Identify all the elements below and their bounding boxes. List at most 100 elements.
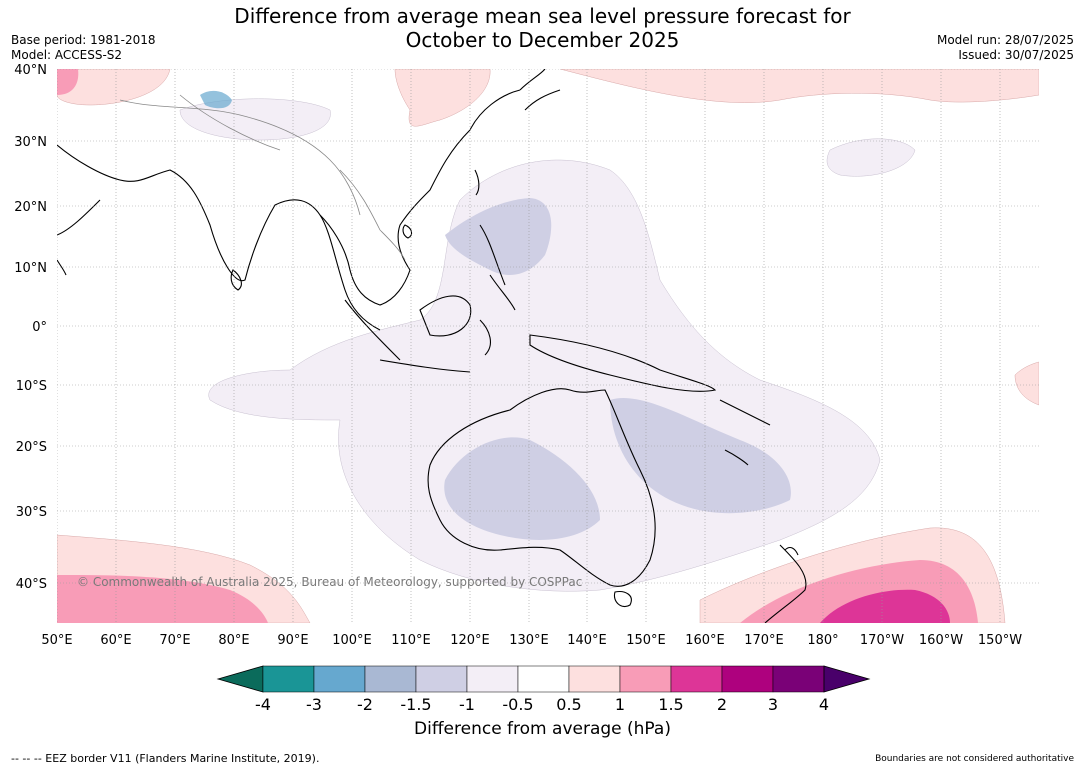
coastline-tasmania — [613, 591, 632, 608]
colorbar-under-arrow — [216, 665, 264, 693]
lon-label-50e: 50°E — [41, 633, 72, 648]
lat-label-20s: 20°S — [16, 440, 47, 455]
coastline-new-zealand — [764, 544, 807, 623]
colorbar-segment-6 — [517, 665, 570, 693]
coastline-arabia-south — [57, 199, 101, 236]
gridlines — [57, 69, 1039, 623]
colorbar-tick-3: -1.5 — [400, 695, 431, 714]
colorbar-tick-1: -3 — [306, 695, 322, 714]
country-borders — [119, 94, 406, 261]
colorbar-tick-2: -2 — [357, 695, 373, 714]
lon-label-120e: 120°E — [450, 633, 490, 648]
lon-label-150e: 150°E — [626, 633, 666, 648]
colorbar-segment-11 — [772, 665, 825, 693]
lat-label-40n: 40°N — [14, 63, 47, 78]
lat-label-40s: 40°S — [16, 577, 47, 592]
colorbar-tick-labels: -4 -3 -2 -1.5 -1 -0.5 0.5 1 1.5 2 3 4 — [255, 695, 829, 714]
lon-label-160e: 160°E — [685, 633, 725, 648]
meta-right: Model run: 28/07/2025 Issued: 30/07/2025 — [937, 33, 1074, 63]
lon-label-60e: 60°E — [100, 633, 131, 648]
anomaly-region-east-pink — [1014, 361, 1039, 406]
colorbar-segment-10 — [721, 665, 774, 693]
coastline-solomons — [719, 399, 771, 426]
borders-tibet — [179, 94, 281, 151]
anomaly-region-tibet-blue — [200, 90, 232, 109]
base-period: Base period: 1981-2018 — [11, 33, 156, 47]
anomaly-region-se-magenta — [820, 589, 950, 623]
lat-label-10n: 10°N — [14, 261, 47, 276]
colorbar-tick-10: 3 — [768, 695, 778, 714]
lon-label-160w: 160°W — [919, 633, 963, 648]
colorbar-tick-7: 1 — [615, 695, 625, 714]
lon-label-180: 180° — [807, 633, 838, 648]
colorbar-tick-5: -0.5 — [502, 695, 533, 714]
issued-date: Issued: 30/07/2025 — [958, 48, 1074, 62]
coastline-sumatra — [344, 299, 401, 361]
lon-label-140e: 140°E — [567, 633, 607, 648]
lat-label-10s: 10°S — [16, 379, 47, 394]
anomaly-region-sw-pink — [57, 575, 268, 623]
lat-label-30n: 30°N — [14, 135, 47, 150]
colorbar-tick-0: -4 — [255, 695, 271, 714]
coastlines — [57, 69, 807, 623]
colorbar-segment-3 — [364, 665, 417, 693]
borders-central-asia — [119, 99, 361, 216]
lon-label-80e: 80°E — [218, 633, 249, 648]
colorbar-segment-8 — [619, 665, 672, 693]
lat-label-20n: 20°N — [14, 200, 47, 215]
latitude-labels: 40°N 30°N 20°N 10°N 0° 10°S 20°S 30°S 40… — [14, 63, 47, 592]
longitude-labels: 50°E 60°E 70°E 80°E 90°E 100°E 110°E 120… — [41, 633, 1022, 648]
anomaly-region-nw-pink — [57, 69, 171, 106]
boundaries-disclaimer: Boundaries are not considered authoritat… — [875, 754, 1074, 764]
lon-label-90e: 90°E — [277, 633, 308, 648]
title-line-2: October to December 2025 — [405, 28, 680, 52]
coastline-philippines — [479, 224, 516, 311]
anomaly-region-north-pacific — [559, 69, 1039, 103]
model-run: Model run: 28/07/2025 — [936, 33, 1074, 47]
anomaly-region-nw-deep-pink — [57, 69, 79, 95]
lon-label-130e: 130°E — [509, 633, 549, 648]
borders-indochina — [339, 169, 406, 261]
coastline-australia — [427, 388, 656, 587]
colorbar-tick-11: 4 — [819, 695, 829, 714]
coastline-java — [379, 359, 471, 373]
anomaly-region-pacific-purple — [826, 138, 916, 177]
lat-label-0: 0° — [32, 320, 47, 335]
title-line-1: Difference from average mean sea level p… — [234, 4, 851, 28]
colorbar-over-arrow — [823, 665, 871, 693]
colorbar-segment-1 — [262, 665, 315, 693]
lon-label-170w: 170°W — [860, 633, 904, 648]
map-area — [57, 69, 1039, 623]
coastline-southeast-asia — [319, 89, 521, 306]
colorbar-segment-9 — [670, 665, 723, 693]
lon-label-100e: 100°E — [332, 633, 372, 648]
coastline-arabia-india — [57, 144, 381, 331]
colorbar-segment-5 — [466, 665, 519, 693]
coastline-borneo — [419, 295, 472, 337]
colorbar: -4 -3 -2 -1.5 -1 -0.5 0.5 1 1.5 2 3 4 — [216, 665, 871, 714]
colorbar-segment-4 — [415, 665, 468, 693]
colorbar-tick-4: -1 — [459, 695, 475, 714]
coastline-sulawesi — [479, 319, 491, 356]
lon-label-170e: 170°E — [744, 633, 784, 648]
colorbar-segment-7 — [568, 665, 621, 693]
coastline-new-guinea — [529, 334, 717, 392]
colorbar-label: Difference from average (hPa) — [414, 719, 671, 739]
anomaly-region-east-china — [394, 69, 491, 127]
anomaly-region-coral-sea — [610, 398, 791, 514]
eez-border-note: -- -- -- EEZ border V11 (Flanders Marine… — [11, 752, 320, 765]
anomaly-region-australia — [444, 437, 600, 540]
colorbar-tick-6: 0.5 — [556, 695, 581, 714]
coastline-new-caledonia — [724, 449, 749, 466]
coastline-taiwan — [474, 169, 480, 196]
coastline-korea-japan — [519, 69, 561, 111]
coastline-hainan — [402, 224, 413, 239]
colorbar-tick-9: 2 — [717, 695, 727, 714]
lon-label-150w: 150°W — [978, 633, 1022, 648]
meta-left: Base period: 1981-2018 Model: ACCESS-S2 — [11, 33, 156, 63]
colorbar-tick-8: 1.5 — [658, 695, 683, 714]
map-title: Difference from average mean sea level p… — [0, 4, 1085, 52]
anomaly-region-philippines — [445, 198, 552, 275]
coastline-africa-horn — [57, 259, 67, 276]
